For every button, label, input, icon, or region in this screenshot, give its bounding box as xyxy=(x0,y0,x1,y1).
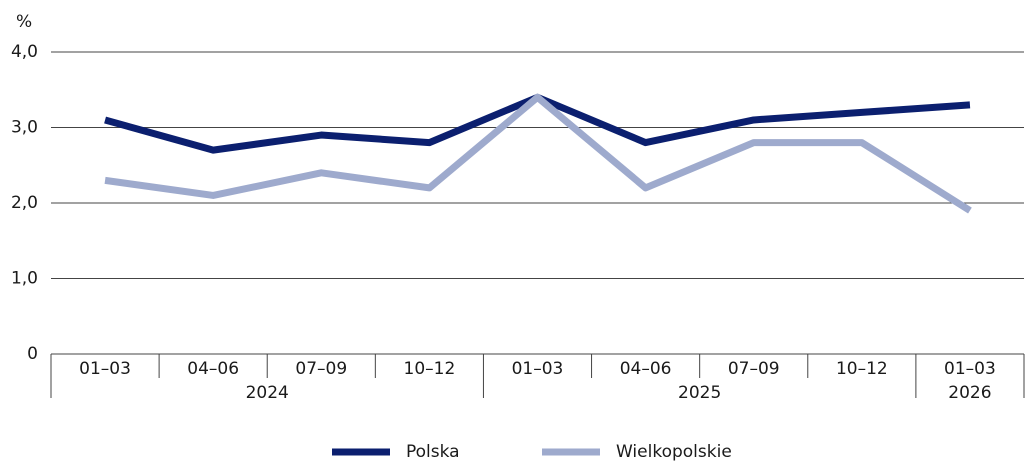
x-tick-label: 01–03 xyxy=(512,359,564,379)
x-group-label: 2026 xyxy=(948,383,991,403)
x-tick-label: 01–03 xyxy=(79,359,131,379)
y-tick-label: 2,0 xyxy=(11,193,38,213)
x-group-label: 2024 xyxy=(246,383,289,403)
y-tick-label: 1,0 xyxy=(11,269,38,289)
x-tick-label: 10–12 xyxy=(836,359,888,379)
x-tick-label: 07–09 xyxy=(728,359,780,379)
x-tick-label: 01–03 xyxy=(944,359,996,379)
legend-label: Wielkopolskie xyxy=(616,442,732,462)
legend-label: Polska xyxy=(406,442,460,462)
y-tick-label: 0 xyxy=(27,344,38,364)
y-tick-label: 4,0 xyxy=(11,42,38,62)
x-group-label: 2025 xyxy=(678,383,721,403)
x-tick-label: 04–06 xyxy=(187,359,239,379)
line-series xyxy=(104,93,972,214)
y-unit: % xyxy=(16,12,32,32)
y-tick-label: 3,0 xyxy=(11,118,38,138)
x-tick-label: 04–06 xyxy=(620,359,672,379)
x-tick-label: 10–12 xyxy=(404,359,456,379)
x-tick-label: 07–09 xyxy=(295,359,347,379)
